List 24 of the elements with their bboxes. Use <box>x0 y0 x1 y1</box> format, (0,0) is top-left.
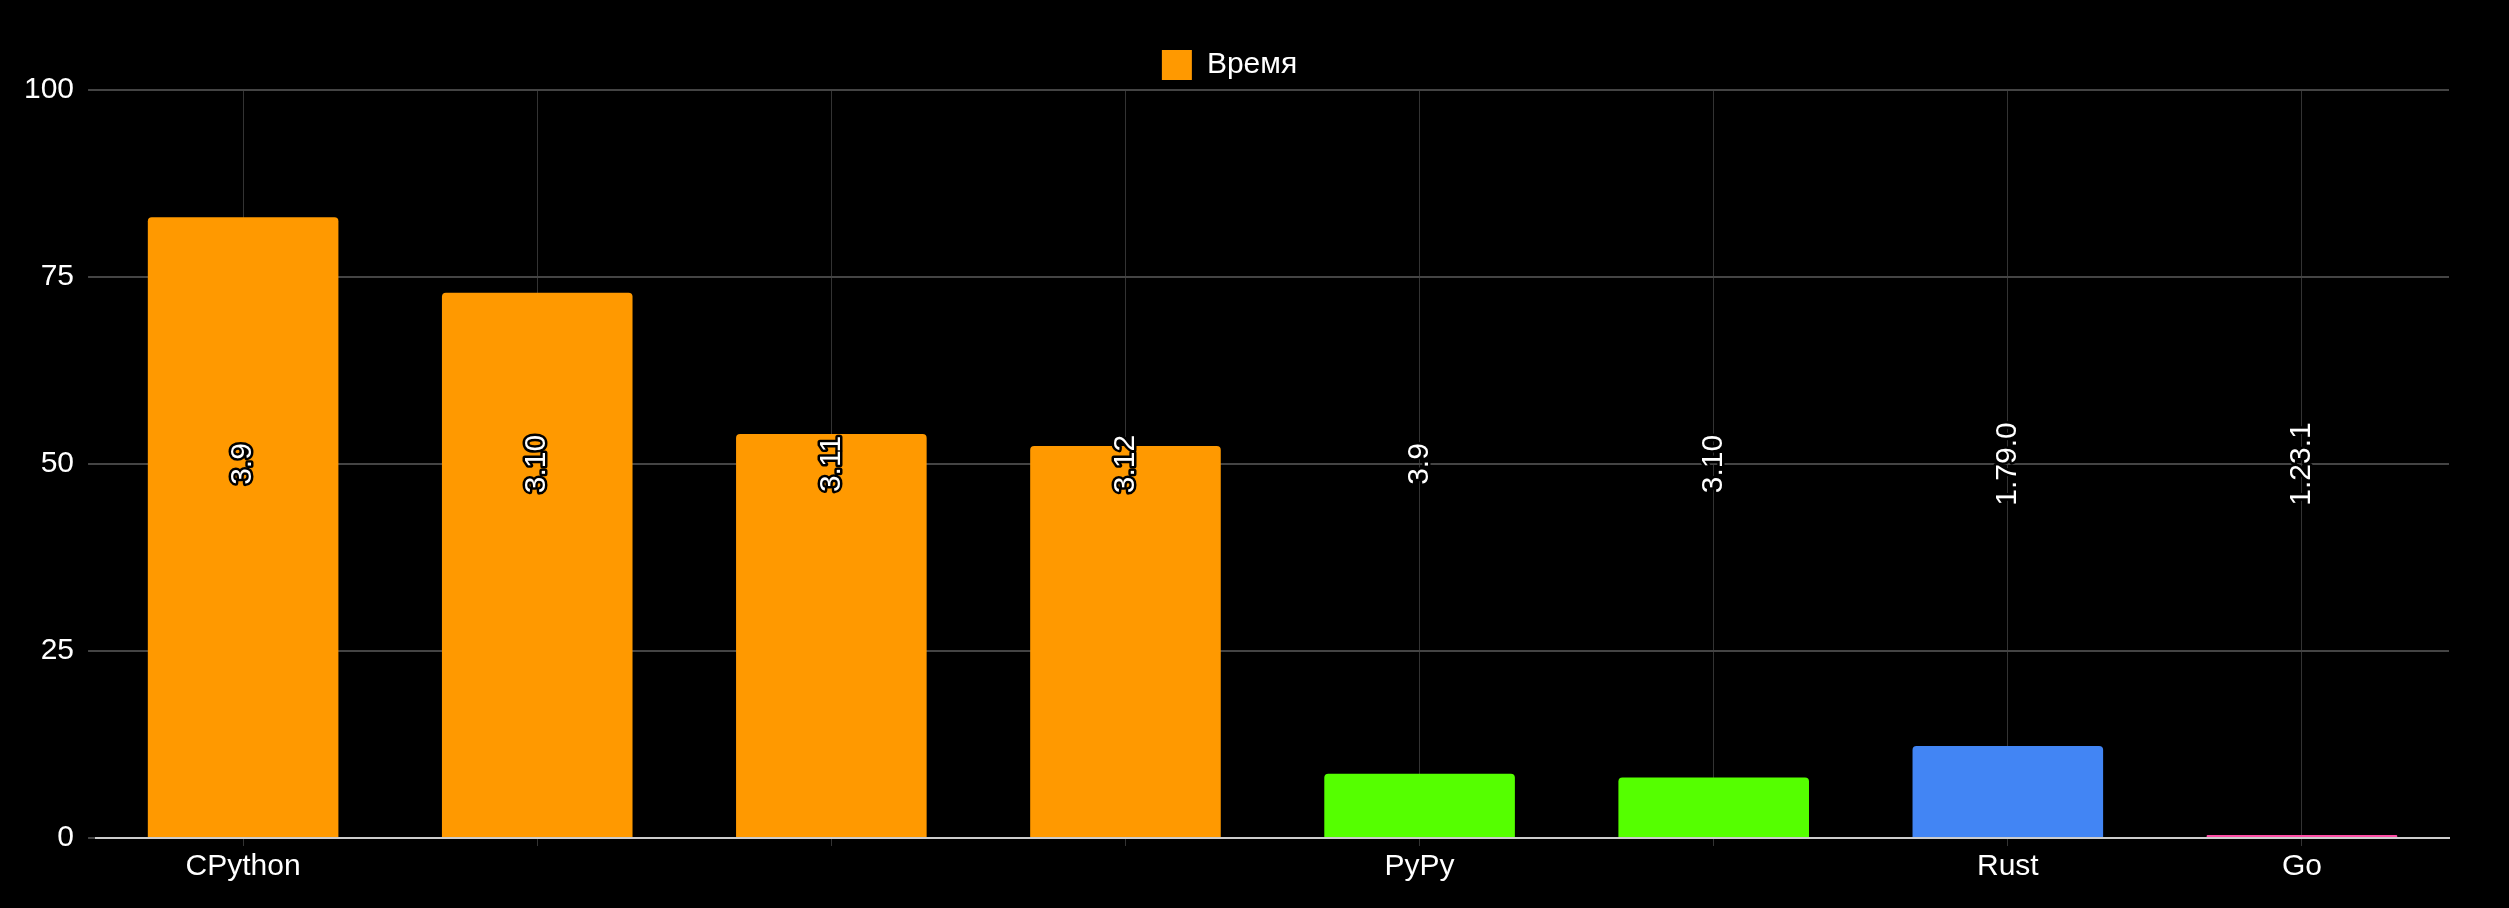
y-tick-label: 100 <box>23 71 75 105</box>
annotation: 3.10 <box>1694 434 1728 494</box>
annotation: 3.12 <box>1106 434 1140 494</box>
y-tick-label: 75 <box>40 258 75 292</box>
legend-label: Время <box>1206 46 1298 80</box>
x-tick-label: Go <box>2281 848 2322 882</box>
bar <box>1324 773 1515 837</box>
x-tick-label: PyPy <box>1384 848 1455 882</box>
bar <box>1912 746 2104 837</box>
bar <box>1618 777 1809 837</box>
annotation: 1.79.0 <box>1989 422 2023 506</box>
y-tick-label: 50 <box>40 445 75 479</box>
annotation: 3.9 <box>1400 443 1434 485</box>
bar <box>736 434 927 837</box>
y-tick-label: 25 <box>40 632 75 666</box>
bar <box>147 217 339 837</box>
annotation: 3.9 <box>224 443 258 485</box>
annotation: 3.11 <box>812 435 846 493</box>
x-tick-label: CPython <box>185 848 301 882</box>
x-tick-label: Rust <box>1976 848 2040 882</box>
y-tick-label: 0 <box>57 819 75 853</box>
bar <box>441 292 633 837</box>
annotation: 1.23.1 <box>2283 422 2317 506</box>
annotation: 3.10 <box>518 434 552 494</box>
